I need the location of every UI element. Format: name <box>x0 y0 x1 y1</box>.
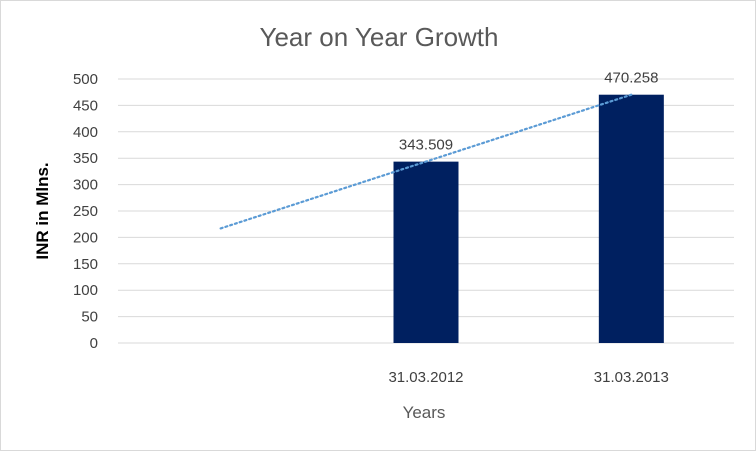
data-label: 343.509 <box>399 137 453 154</box>
y-tick-label: 350 <box>73 150 98 167</box>
x-axis-ticks: 31.03.2012 31.03.2013 <box>388 369 668 386</box>
bar <box>393 161 459 343</box>
y-tick-label: 150 <box>73 256 98 273</box>
trendline <box>219 93 633 230</box>
y-tick-label: 250 <box>73 203 98 220</box>
y-tick-label: 0 <box>90 335 98 352</box>
y-tick-label: 300 <box>73 177 98 194</box>
y-tick-label: 200 <box>73 229 98 246</box>
y-tick-label: 100 <box>73 282 98 299</box>
data-label: 470.258 <box>604 70 658 87</box>
y-axis-ticks: 0 50 100 150 200 250 300 350 400 450 500 <box>73 71 98 352</box>
x-tick-label: 31.03.2012 <box>388 369 463 386</box>
bars <box>393 94 664 344</box>
chart-title: Year on Year Growth <box>260 22 499 52</box>
x-tick-label: 31.03.2013 <box>594 369 669 386</box>
x-axis-title: Years <box>403 403 446 422</box>
y-tick-label: 500 <box>73 71 98 88</box>
bar <box>598 94 664 344</box>
y-tick-label: 400 <box>73 124 98 141</box>
data-labels: 343.509 470.258 <box>399 70 659 154</box>
y-tick-label: 450 <box>73 97 98 114</box>
y-tick-label: 50 <box>81 309 98 326</box>
trendline-path <box>219 93 633 230</box>
y-axis-title: INR in Mlns. <box>33 162 52 259</box>
